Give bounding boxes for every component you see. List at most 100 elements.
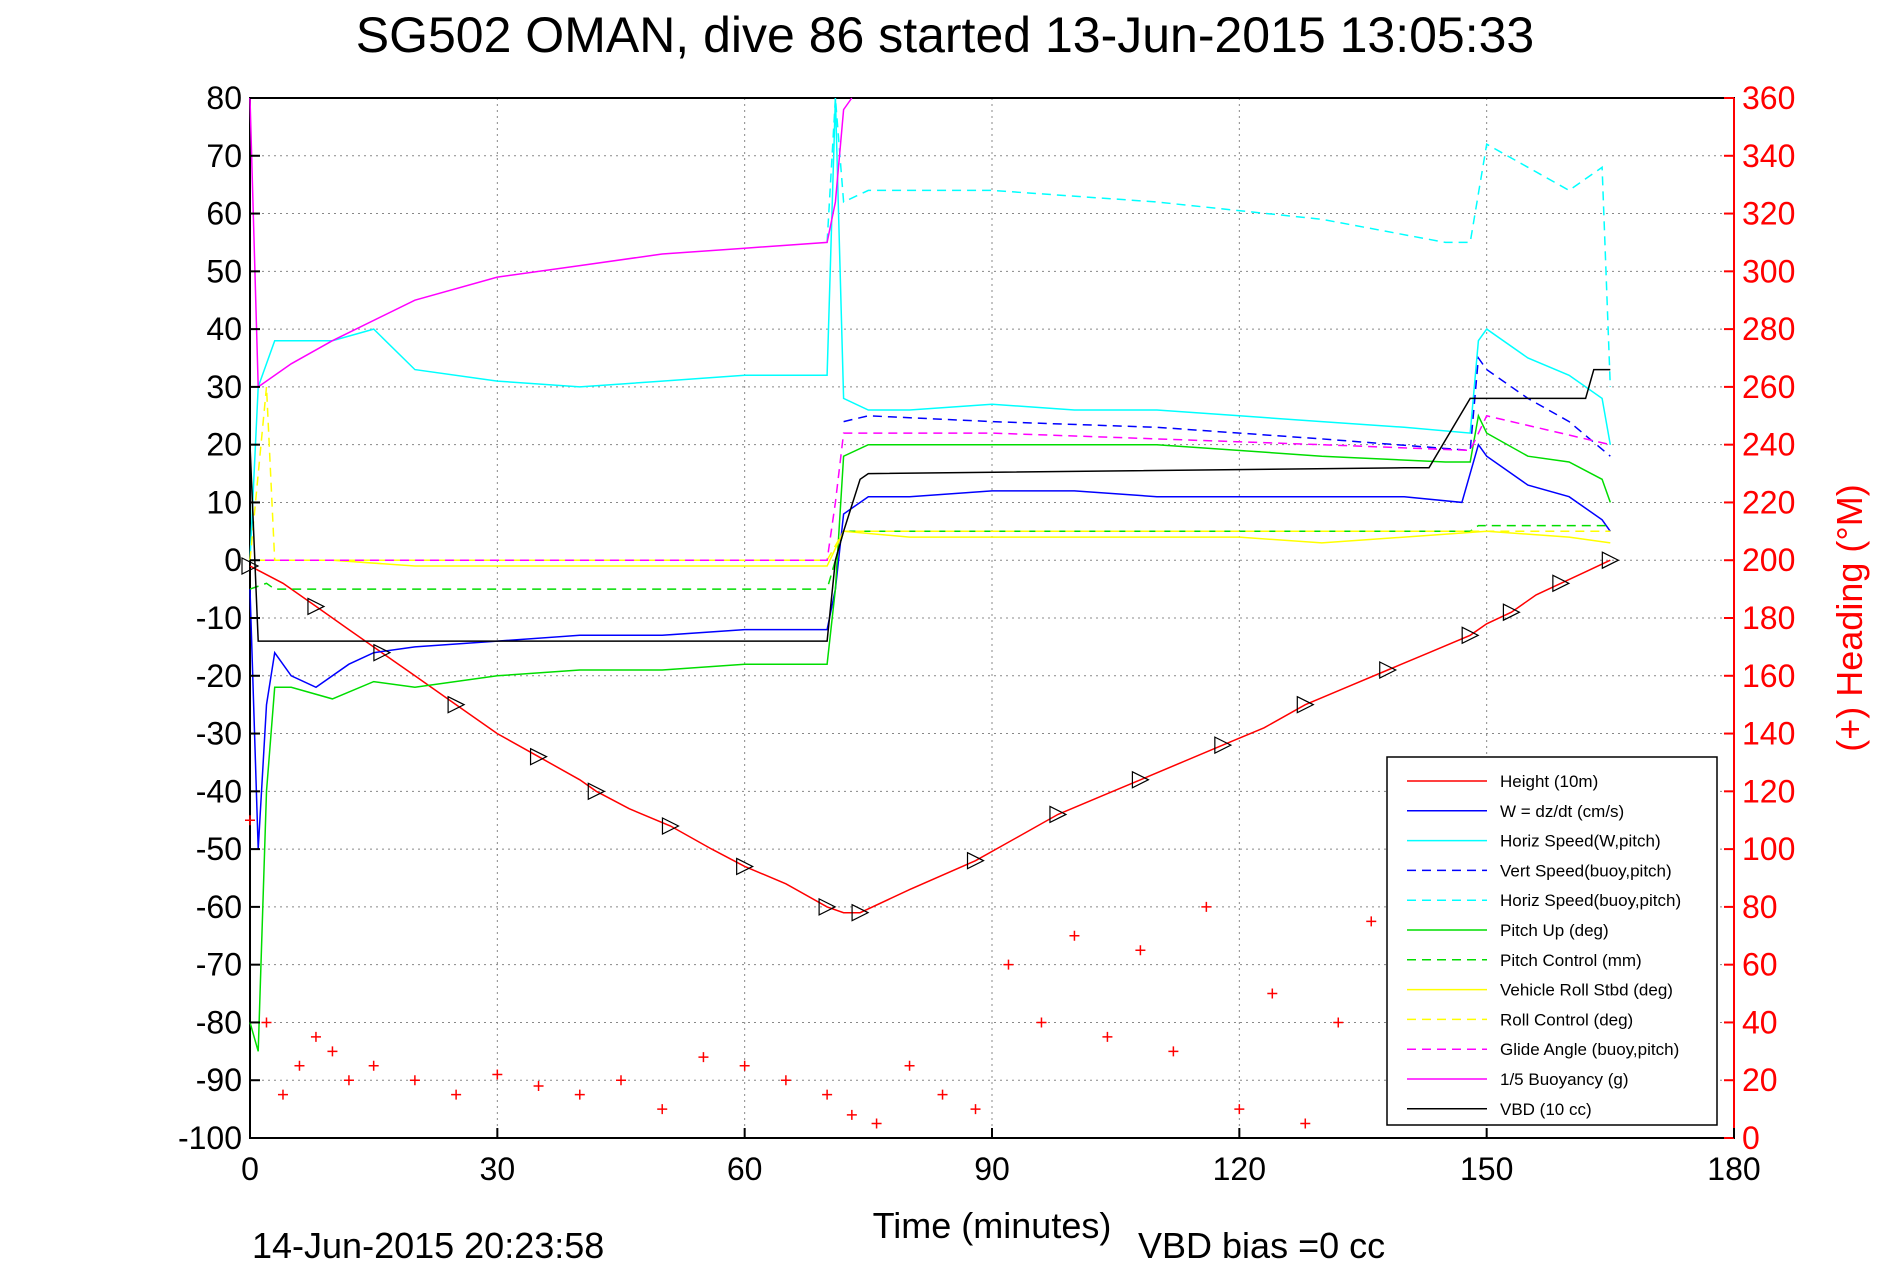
series-line-roll-control-deg [249,386,1611,561]
height-triangle-marker [1601,551,1620,570]
heading-point [822,1089,833,1100]
heading-point [1102,1031,1113,1042]
tick-label-right: 240 [1742,427,1795,463]
heading-point [657,1104,668,1115]
x-axis-label: Time (minutes) [873,1205,1112,1246]
tick-label-x: 180 [1707,1151,1760,1187]
height-triangle-marker [373,643,392,662]
heading-point [616,1075,626,1086]
heading-point [698,1052,709,1063]
tick-label-left: 20 [206,427,242,463]
legend-label-w-dz-dt-cm-s: W = dz/dt (cm/s) [1500,802,1624,821]
heading-point [1366,916,1377,927]
tick-label-x: 60 [727,1151,763,1187]
heading-point [294,1060,305,1071]
series-line-pitch-control-mm [249,524,1611,590]
series-line-vehicle-roll-stbd-deg [250,530,1611,567]
heading-point [871,1118,882,1129]
tick-label-left: 70 [206,138,242,174]
series-line-height-10m [249,559,1611,914]
height-triangle-marker [1214,736,1233,755]
series-line-horiz-speed-buoy-pitch [826,97,1612,387]
tick-label-right: 360 [1742,80,1795,116]
footer-vbd-bias: VBD bias =0 cc [1138,1225,1385,1262]
tick-label-x: 150 [1460,1151,1513,1187]
legend-label-roll-control-deg: Roll Control (deg) [1500,1010,1633,1029]
height-triangle-marker [1461,626,1480,645]
tick-label-left: -80 [196,1004,242,1040]
legend-label-pitch-control-mm: Pitch Control (mm) [1500,951,1642,970]
height-triangle-marker [529,747,548,766]
tick-label-right: 160 [1742,658,1795,694]
tick-label-left: 50 [206,253,242,289]
heading-point [846,1109,857,1120]
y-axis-left: 80 70 60 50 40 30 20 10 0 -10 -20 -30 -40 -50 -60 -70 -8… [178,80,260,1156]
heading-point [1069,930,1080,941]
series-line-horiz-speed-w-pitch [249,97,1612,561]
tick-label-right: 260 [1742,369,1795,405]
height-triangle-marker [851,903,870,922]
tick-label-left: -100 [178,1120,242,1156]
tick-label-left: 30 [206,369,242,405]
tick-label-x: 0 [241,1151,259,1187]
heading-point [1300,1118,1311,1129]
height-triangle-marker [587,782,606,801]
heading-point [904,1060,915,1071]
series-line-w-dz-dt-cm-s [249,443,1611,850]
legend-label-horiz-speed-buoy-pitch: Horiz Speed(buoy,pitch) [1500,891,1681,910]
tick-label-right: 80 [1742,889,1778,925]
tick-label-left: 40 [206,311,242,347]
legend-label-pitch-up-deg: Pitch Up (deg) [1500,921,1609,940]
tick-label-right: 120 [1742,773,1795,809]
series-line-vbd-10-cc [249,368,1611,642]
legend-label-vehicle-roll-stbd-deg: Vehicle Roll Stbd (deg) [1500,981,1673,1000]
series-layer [245,97,1612,1129]
tick-label-left: 80 [206,80,242,116]
x-axis: 0 30 60 90 120 150 180 [241,1128,1761,1187]
heading-point [451,1089,462,1100]
legend-label-vert-speed-buoy-pitch: Vert Speed(buoy,pitch) [1500,861,1672,880]
heading-point [780,1075,791,1086]
heading-point [261,1017,272,1028]
tick-label-right: 100 [1742,831,1795,867]
height-triangle-marker [1296,695,1315,714]
series-line-vert-speed-buoy-pitch [843,355,1611,457]
heading-point [970,1104,981,1115]
heading-point [327,1046,338,1057]
tick-label-left: -70 [196,947,242,983]
tick-label-left: -50 [196,831,242,867]
heading-point [739,1060,750,1071]
heading-point [1036,1017,1047,1028]
height-triangle-marker [1131,770,1150,789]
heading-point [1201,901,1212,912]
tick-label-right: 0 [1742,1120,1760,1156]
tick-label-right: 60 [1742,947,1778,983]
heading-point [533,1081,544,1091]
legend: Height (10m) W = dz/dt (cm/s) Horiz Speed(… [1386,756,1718,1126]
heading-point [1267,988,1278,999]
legend-label-horiz-speed-w-pitch: Horiz Speed(W,pitch) [1500,832,1661,851]
height-triangle-marker [1502,603,1521,622]
heading-point [277,1089,288,1100]
tick-label-left: -60 [196,889,242,925]
heading-point [310,1031,321,1042]
legend-label-height-10m: Height (10m) [1500,772,1598,791]
height-triangle-marker [447,695,466,714]
tick-label-left: 60 [206,196,242,232]
height-triangle-marker [241,557,260,575]
tick-label-right: 180 [1742,600,1795,636]
tick-label-left: -10 [196,600,242,636]
heading-point [245,815,255,826]
tick-label-left: 0 [224,542,242,578]
legend-label-glide-angle-buoy-pitch: Glide Angle (buoy,pitch) [1500,1040,1679,1059]
tick-label-right: 200 [1742,542,1795,578]
heading-point [492,1069,503,1080]
tick-label-left: -90 [196,1062,242,1098]
series-line-pitch-up-deg [249,413,1612,1052]
height-triangle-marker [736,857,755,876]
tick-label-x: 30 [480,1151,516,1187]
y-axis-right-label: (+) Heading (°M) [1829,484,1870,751]
tick-label-left: -40 [196,773,242,809]
tick-label-x: 90 [974,1151,1010,1187]
